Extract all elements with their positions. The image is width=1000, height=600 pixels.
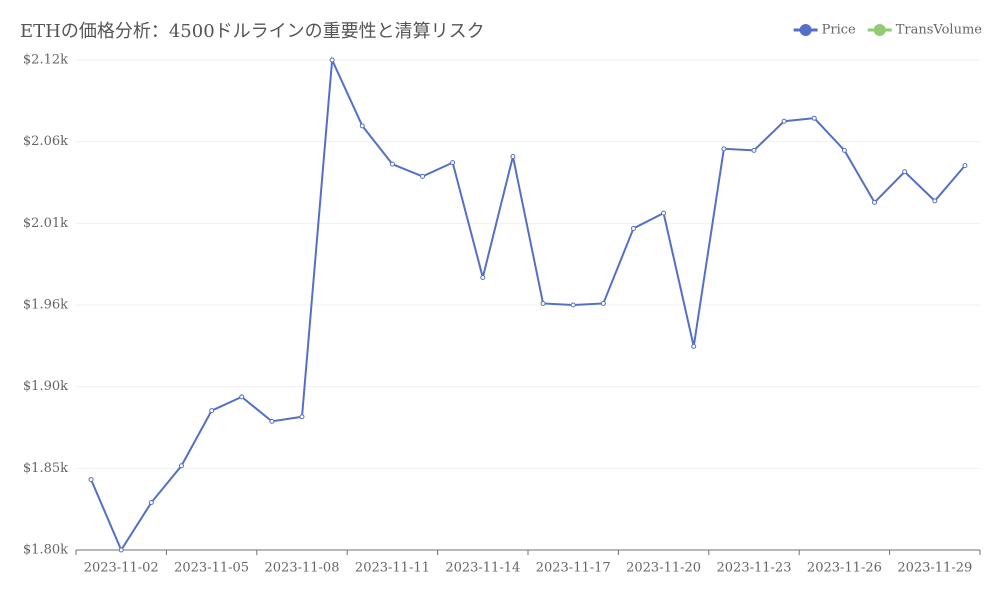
- x-tick-label: 2023-11-05: [174, 561, 249, 576]
- point: [540, 300, 546, 306]
- point: [841, 147, 847, 153]
- point: [178, 463, 184, 469]
- point: [420, 173, 426, 179]
- x-tick-label: 2023-11-08: [265, 561, 340, 576]
- point: [148, 500, 154, 506]
- point: [88, 477, 94, 483]
- point: [630, 225, 636, 231]
- x-tick-label: 2023-11-11: [355, 561, 430, 576]
- point: [450, 160, 456, 166]
- x-tick-label: 2023-11-02: [84, 561, 159, 576]
- x-tick-label: 2023-11-26: [807, 561, 882, 576]
- point: [570, 302, 576, 308]
- point: [209, 408, 215, 414]
- point: [751, 147, 757, 153]
- point: [902, 169, 908, 175]
- legend-icon: [873, 24, 886, 36]
- x-tick-label: 2023-11-23: [717, 561, 792, 576]
- point: [600, 300, 606, 306]
- legend-label: Price: [822, 23, 856, 38]
- y-tick-label: $2.12k: [23, 53, 68, 68]
- y-tick-label: $1.85k: [23, 461, 68, 476]
- legend-icon: [799, 24, 812, 36]
- point: [510, 153, 516, 159]
- point: [721, 146, 727, 152]
- y-tick-label: $1.90k: [23, 379, 68, 394]
- point: [269, 418, 275, 424]
- line: [90, 56, 966, 553]
- point: [359, 123, 365, 129]
- point: [962, 163, 968, 169]
- point: [239, 394, 245, 400]
- y-tick-label: $1.96k: [23, 298, 68, 313]
- point: [661, 210, 667, 216]
- point: [389, 161, 395, 167]
- y-tick-label: $2.06k: [23, 134, 68, 149]
- x-tick-label: 2023-11-29: [897, 561, 972, 576]
- point: [480, 274, 486, 280]
- x-tick-label: 2023-11-20: [626, 561, 701, 576]
- point: [781, 118, 787, 124]
- point: [932, 198, 938, 204]
- point: [811, 115, 817, 121]
- point: [118, 547, 124, 553]
- point: [872, 199, 878, 205]
- x-tick-label: 2023-11-14: [445, 561, 520, 576]
- point: [691, 343, 697, 349]
- y-tick-label: $1.80k: [23, 543, 68, 558]
- point: [299, 414, 305, 420]
- legend-label: TransVolume: [896, 23, 983, 38]
- x-tick-label: 2023-11-17: [536, 561, 611, 576]
- point: [329, 57, 335, 63]
- y-tick-label: $2.01k: [23, 216, 68, 231]
- chart-title: ETHの価格分析：4500ドルラインの重要性と清算リスク: [20, 21, 485, 42]
